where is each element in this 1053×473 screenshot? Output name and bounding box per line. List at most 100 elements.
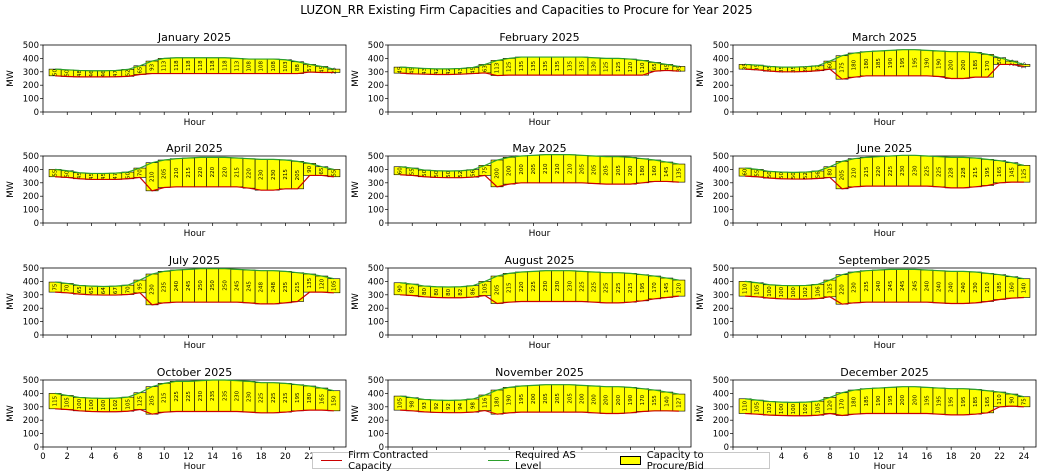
bar-value-label: 50 <box>779 171 785 178</box>
y-tick-label: 400 <box>713 277 729 287</box>
bar-value-label: 195 <box>961 396 967 407</box>
bar-value-label: 195 <box>295 392 301 403</box>
bar-value-label: 205 <box>579 163 585 174</box>
bar-value-label: 230 <box>247 391 253 402</box>
bar-value-label: 108 <box>259 61 265 72</box>
y-tick-label: 0 <box>379 443 384 453</box>
bar-value-label: 205 <box>592 164 598 175</box>
required-level-line <box>745 154 1025 173</box>
bar-value-label: 50 <box>53 68 59 75</box>
bar-value-label: 100 <box>77 398 83 409</box>
bar-value-label: 190 <box>628 394 634 405</box>
firm-capacity-line <box>400 174 679 188</box>
required-level-line <box>745 386 1025 403</box>
subplot-5: 60 55 50 50 50 52 56 75 200 200 200 205 210 210 210 205… <box>351 142 692 239</box>
bar-value-label: 35 <box>767 65 773 72</box>
subplot-title: June 2025 <box>856 142 912 155</box>
bar-value-label: 50 <box>446 170 452 177</box>
y-tick-label: 100 <box>23 95 39 105</box>
bar-value-label: 205 <box>604 165 610 176</box>
x-axis-label: Hour <box>874 462 896 472</box>
bar-value-label: 36 <box>803 65 809 72</box>
bar-value-label: 145 <box>1009 167 1015 178</box>
y-tick-label: 100 <box>368 318 384 328</box>
bar-value-label: 50 <box>434 170 440 177</box>
bar-value-label: 205 <box>555 393 561 404</box>
x-tick-label: 20 <box>280 452 291 462</box>
bar-value-label: 245 <box>234 280 240 291</box>
bar-value-label: 113 <box>495 62 501 73</box>
x-axis-label: Hour <box>184 118 206 128</box>
bar-value-label: 100 <box>791 403 797 414</box>
subplot-title: April 2025 <box>166 142 223 155</box>
y-tick-label: 400 <box>713 54 729 64</box>
y-axis-label: MW <box>351 181 361 198</box>
y-axis-label: MW <box>696 70 706 87</box>
bar-value-label: 35 <box>676 65 682 72</box>
bar-value-label: 225 <box>186 391 192 402</box>
y-tick-label: 0 <box>34 443 39 453</box>
y-axis-label: MW <box>351 405 361 422</box>
firm-capacity-line <box>400 294 679 305</box>
bar-value-label: 185 <box>864 395 870 406</box>
bar-value-label: 205 <box>150 395 156 406</box>
bar-value-label: 228 <box>961 167 967 178</box>
bar-value-label: 125 <box>507 61 513 72</box>
y-tick-label: 300 <box>713 179 729 189</box>
bar-value-label: 110 <box>743 400 749 411</box>
bar-value-label: 135 <box>567 60 573 71</box>
bar-value-label: 75 <box>53 283 59 290</box>
bar-value-label: 200 <box>579 393 585 404</box>
subplot-1: 50 50 48 46 46 47 52 65 93 113 118 118 118 118 118 113 1… <box>6 31 347 128</box>
bar-value-label: 200 <box>519 164 525 175</box>
subplot-title: November 2025 <box>495 366 584 379</box>
bar-value-label: 105 <box>815 402 821 413</box>
bar-value-label: 205 <box>295 169 301 180</box>
bar-value-label: 110 <box>640 62 646 73</box>
bar-value-label: 145 <box>664 282 670 293</box>
bar-value-label: 250 <box>210 280 216 291</box>
required-level-line <box>745 49 1025 68</box>
subplot-title: October 2025 <box>157 366 233 379</box>
bar-value-label: 230 <box>567 280 573 291</box>
bar-value-label: 106 <box>815 286 821 297</box>
y-tick-label: 100 <box>368 206 384 216</box>
y-tick-label: 400 <box>23 277 39 287</box>
firm-capacity-line <box>400 69 679 77</box>
required-level-line <box>55 379 335 399</box>
bar-value-label: 105 <box>398 397 404 408</box>
bar-value-label: 205 <box>543 393 549 404</box>
y-tick-label: 500 <box>23 264 39 274</box>
bar-value-label: 230 <box>150 284 156 295</box>
bar-value-label: 135 <box>519 60 525 71</box>
legend-firm-swatch <box>321 460 343 461</box>
y-tick-label: 0 <box>379 331 384 341</box>
bar-value-label: 35 <box>755 63 761 70</box>
bar-value-label: 25 <box>331 67 337 74</box>
bar-value-label: 180 <box>852 59 858 70</box>
bar-value-label: 215 <box>295 281 301 292</box>
firm-capacity-line <box>745 295 1024 305</box>
y-tick-label: 100 <box>713 206 729 216</box>
bar-value-label: 245 <box>900 280 906 291</box>
bar-value-label: 180 <box>495 396 501 407</box>
bar-value-label: 190 <box>507 394 513 405</box>
y-tick-label: 500 <box>713 152 729 162</box>
y-axis-label: MW <box>6 181 16 198</box>
y-tick-label: 0 <box>34 108 39 118</box>
y-tick-label: 200 <box>23 416 39 426</box>
x-tick-label: 18 <box>946 452 957 462</box>
bar-value-label: 35 <box>791 65 797 72</box>
legend-item-procure: Capacity to Procure/Bid <box>619 450 759 472</box>
bar-value-label: 250 <box>222 280 228 291</box>
bar-value-label: 180 <box>307 392 313 403</box>
bar-value-label: 225 <box>592 281 598 292</box>
bar-value-label: 46 <box>101 70 107 77</box>
x-axis-label: Hour <box>529 229 551 239</box>
bar-value-label: 100 <box>767 286 773 297</box>
bar-value-label: 170 <box>985 60 991 71</box>
bar-value-label: 195 <box>640 282 646 293</box>
x-axis-label: Hour <box>874 341 896 351</box>
bar-value-label: 37 <box>815 64 821 71</box>
y-tick-label: 300 <box>713 403 729 413</box>
